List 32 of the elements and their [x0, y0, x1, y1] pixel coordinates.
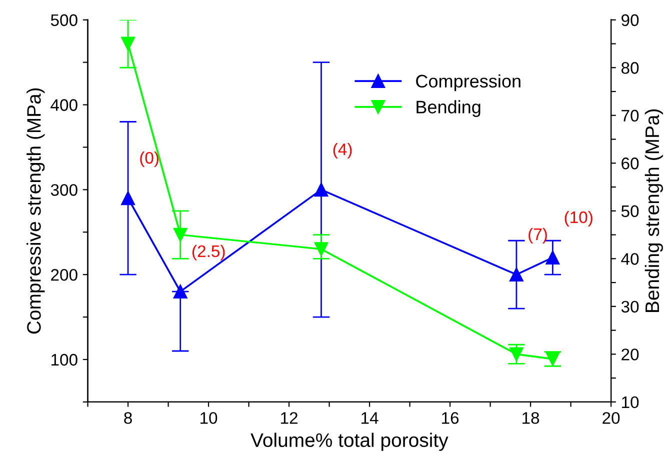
x-tick-label: 14 — [362, 412, 378, 424]
y-tick-label: 500 — [50, 14, 78, 26]
x-tick-label: 8 — [124, 412, 132, 424]
x-tick-label: 10 — [200, 412, 218, 424]
point — [510, 347, 524, 362]
annotation: (10) — [564, 210, 592, 226]
y2-tick-label: 80 — [621, 62, 639, 74]
x-tick-label: 20 — [602, 412, 620, 424]
x-tick-label: 16 — [442, 412, 459, 424]
y-tick-label: 300 — [50, 184, 78, 196]
y2-tick-label: 70 — [622, 110, 639, 122]
y-tick-label: 200 — [51, 268, 78, 281]
annotation: (7) — [528, 228, 547, 244]
annotation: (0) — [140, 152, 158, 168]
y2-tick-label: 50 — [621, 205, 639, 218]
x-tick-label: 18 — [522, 412, 540, 424]
y-tick-label: 100 — [52, 354, 78, 366]
y2-tick-label: 90 — [622, 14, 639, 26]
y2-tick-label: 10 — [622, 396, 639, 408]
y2-tick-label: 60 — [622, 158, 639, 170]
x-tick-label: 12 — [281, 412, 298, 424]
legend-label: Compression — [416, 74, 520, 92]
annotation: (2.5) — [192, 244, 225, 260]
y-axis-title: Compressive strength (MPa) — [26, 88, 45, 334]
y2-tick-label: 30 — [621, 300, 639, 313]
y2-tick-label: 20 — [622, 348, 639, 360]
annotation: (4) — [333, 143, 352, 159]
y2-axis-title: Bending strength (MPa) — [644, 109, 663, 312]
y-tick-label: 400 — [50, 99, 78, 111]
y2-tick-label: 40 — [621, 253, 639, 265]
x-axis-title: Volume% total porosity — [250, 432, 448, 451]
legend-label: Bending — [416, 100, 480, 118]
